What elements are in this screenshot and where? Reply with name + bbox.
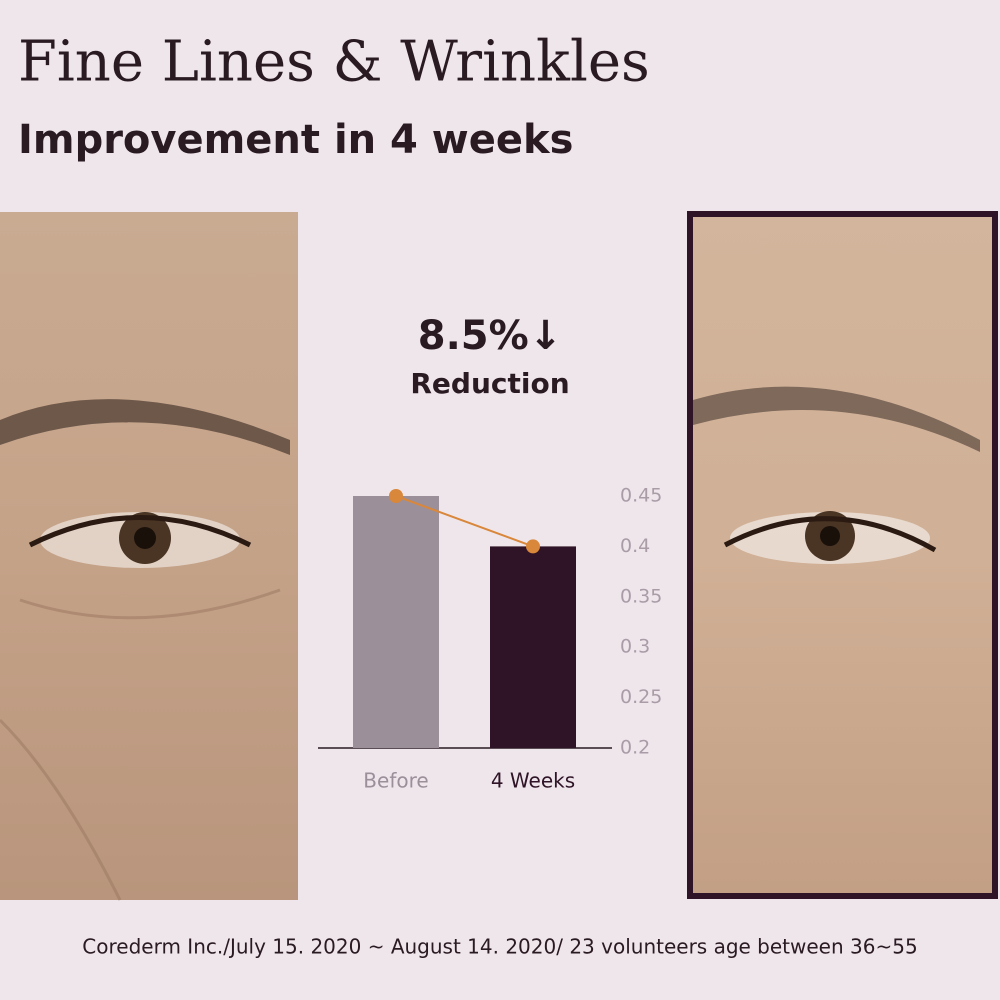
footnote: Corederm Inc./July 15. 2020 ~ August 14.… xyxy=(82,935,917,959)
y-tick-label: 0.25 xyxy=(620,686,662,708)
y-tick-label: 0.35 xyxy=(620,585,662,607)
bar xyxy=(490,546,576,748)
y-tick-label: 0.45 xyxy=(620,485,662,507)
x-tick-label: Before xyxy=(363,769,428,793)
trend-dot xyxy=(389,489,403,503)
after-photo xyxy=(687,211,998,899)
bar xyxy=(353,496,439,748)
chart: 0.2 0.25 0.3 0.35 0.4 0.45 Before 4 Weeks xyxy=(318,485,662,793)
x-tick-label: 4 Weeks xyxy=(491,769,575,793)
trend-line xyxy=(395,495,534,548)
headline-label: Reduction xyxy=(410,367,569,400)
before-photo xyxy=(0,212,298,901)
y-tick-label: 0.3 xyxy=(620,636,650,658)
trend-dot xyxy=(526,539,540,554)
y-tick-label: 0.4 xyxy=(620,535,650,557)
y-tick-label: 0.2 xyxy=(620,737,650,759)
title: Fine Lines & Wrinkles xyxy=(18,30,650,95)
subtitle: Improvement in 4 weeks xyxy=(18,117,573,163)
headline-value: 8.5%↓ xyxy=(418,313,562,359)
